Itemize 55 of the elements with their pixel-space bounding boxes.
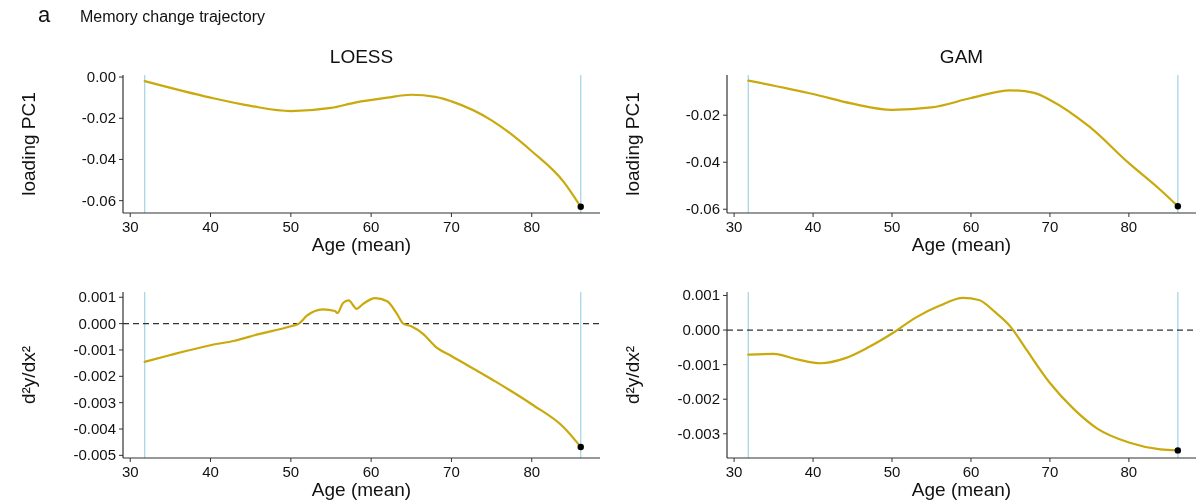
x-tick-label: 60 xyxy=(362,218,380,235)
x-tick-label: 70 xyxy=(443,463,460,480)
x-tick-label: 80 xyxy=(1120,218,1138,235)
y-axis-title: loading PC1 xyxy=(18,92,39,196)
y-tick-label: 0.000 xyxy=(682,321,720,339)
y-tick-label: -0.003 xyxy=(73,393,116,411)
y-axis-title: d²y/dx² xyxy=(18,345,39,405)
x-tick-label: 80 xyxy=(523,463,541,480)
x-tick-label: 60 xyxy=(962,218,980,235)
x-tick-label: 40 xyxy=(202,463,219,480)
y-tick-label: -0.02 xyxy=(81,109,116,127)
y-tick-label: -0.06 xyxy=(81,191,116,209)
x-tick-label: 80 xyxy=(1120,463,1138,480)
x-tick-label: 50 xyxy=(883,463,901,480)
x-axis-title: Age (mean) xyxy=(911,479,1012,500)
y-tick-label: -0.02 xyxy=(685,106,720,124)
y-tick-label: -0.001 xyxy=(677,355,720,373)
y-axis-title: d²y/dx² xyxy=(622,345,643,405)
chart-title: LOESS xyxy=(329,46,394,67)
x-axis-title: Age (mean) xyxy=(311,234,412,255)
chart-title: GAM xyxy=(939,46,984,67)
y-tick-label: -0.04 xyxy=(81,150,116,168)
x-tick-label: 40 xyxy=(804,218,822,235)
y-tick-label: -0.06 xyxy=(685,200,720,218)
y-tick-label: -0.005 xyxy=(73,446,116,464)
x-tick-label: 30 xyxy=(121,218,139,235)
x-tick-label: 70 xyxy=(1041,218,1059,235)
x-tick-label: 30 xyxy=(725,218,743,235)
y-tick-label: -0.04 xyxy=(685,153,720,171)
x-tick-label: 50 xyxy=(282,463,300,480)
x-tick-label: 40 xyxy=(804,463,822,480)
text: a xyxy=(38,2,51,27)
y-tick-label: -0.001 xyxy=(73,340,116,358)
x-tick-label: 60 xyxy=(362,463,380,480)
y-tick-label: -0.004 xyxy=(73,420,116,438)
y-tick-label: 0.00 xyxy=(86,68,116,86)
y-axis-title: loading PC1 xyxy=(622,92,643,196)
x-axis-title: Age (mean) xyxy=(911,234,1012,255)
x-tick-label: 30 xyxy=(121,463,139,480)
x-tick-label: 40 xyxy=(202,218,219,235)
y-tick-label: -0.002 xyxy=(73,367,116,385)
x-axis-title: Age (mean) xyxy=(311,479,412,500)
x-tick-label: 60 xyxy=(962,463,980,480)
y-tick-label: 0.000 xyxy=(78,314,116,332)
x-tick-label: 70 xyxy=(443,218,460,235)
y-tick-label: -0.002 xyxy=(677,390,720,408)
x-tick-label: 50 xyxy=(883,218,901,235)
x-tick-label: 70 xyxy=(1041,463,1059,480)
x-tick-label: 30 xyxy=(725,463,743,480)
y-tick-label: 0.001 xyxy=(682,286,720,304)
y-tick-label: 0.001 xyxy=(78,288,116,306)
text: Memory change trajectory xyxy=(80,8,265,25)
x-tick-label: 50 xyxy=(282,218,300,235)
x-tick-label: 80 xyxy=(523,218,541,235)
y-tick-label: -0.003 xyxy=(677,424,720,442)
